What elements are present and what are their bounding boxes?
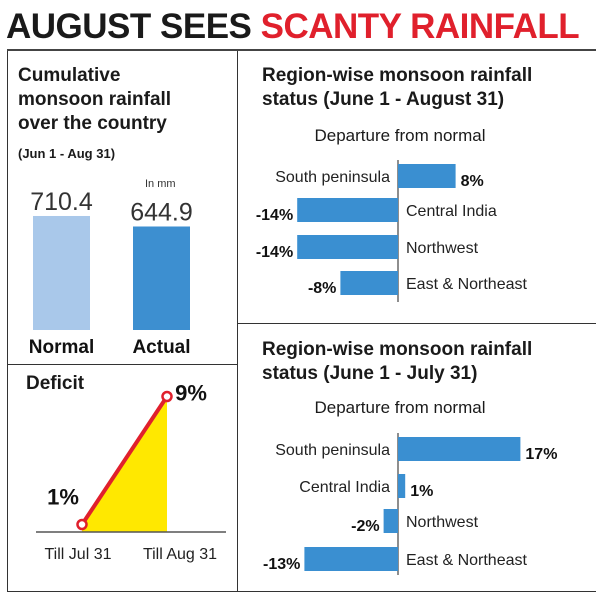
deficit-line: [80, 395, 169, 526]
region-bar: [297, 235, 398, 259]
frame-bottom-border: [7, 591, 596, 592]
cumulative-title: Cumulative monsoon rainfall over the cou…: [18, 64, 233, 136]
headline-rule: [7, 49, 596, 51]
region-category-label: Central India: [406, 203, 497, 220]
left-panel-divider: [7, 364, 237, 365]
region-category-label: Northwest: [406, 514, 479, 531]
deficit-x-tick-label: Till Aug 31: [143, 546, 217, 563]
deficit-point-start: [76, 518, 88, 531]
deficit-title: Deficit: [26, 373, 85, 394]
region-category-label: South peninsula: [275, 169, 390, 186]
cumulative-title-line-3: over the country: [18, 113, 167, 134]
region-category-label: South peninsula: [275, 442, 390, 459]
region-value-label: 8%: [461, 173, 484, 190]
region-bar: [304, 547, 398, 571]
cumulative-unit-label: In mm: [145, 178, 176, 190]
cumulative-value-label: 710.4: [30, 188, 93, 216]
region-bar: [398, 474, 406, 498]
region-jul-chart: South peninsula 17% Central India 1% Northwe…: [263, 433, 557, 575]
cumulative-bar-chart: In mm 710.4 Normal 644.9 Actual: [29, 178, 193, 358]
region-aug-title: Region-wise monsoon rainfall status (Jun…: [262, 64, 592, 112]
cumulative-category-label: Normal: [29, 337, 94, 358]
region-aug-chart: South peninsula 8% Central India -14% Northw…: [256, 160, 528, 302]
deficit-x-tick-label: Till Jul 31: [45, 546, 112, 563]
deficit-value-label-start: 1%: [47, 485, 79, 510]
region-bar: [383, 509, 398, 533]
region-jul-title-line-1: Region-wise monsoon rainfall: [262, 339, 533, 360]
region-bar: [340, 271, 398, 295]
deficit-point-end: [161, 390, 173, 403]
region-category-label: Central India: [299, 479, 390, 496]
cumulative-subtitle: (Jun 1 - Aug 31): [18, 146, 116, 161]
cumulative-title-line-2: monsoon rainfall: [18, 89, 172, 110]
region-value-label: -8%: [308, 280, 336, 297]
headline-part2: SCANTY RAINFALL: [260, 7, 580, 46]
region-aug-title-line-1: Region-wise monsoon rainfall: [262, 65, 533, 86]
region-jul-title: Region-wise monsoon rainfall status (Jun…: [262, 338, 592, 386]
headline: AUGUST SEES SCANTY RAINFALL: [6, 7, 580, 47]
region-bar: [398, 164, 456, 188]
region-category-label: Northwest: [406, 240, 479, 257]
cumulative-title-line-1: Cumulative: [18, 65, 121, 86]
region-aug-title-line-2: status (June 1 - August 31): [262, 89, 505, 110]
region-value-label: 1%: [410, 483, 433, 500]
frame-left-border: [7, 51, 8, 592]
region-value-label: 17%: [525, 446, 557, 463]
region-bar: [398, 437, 521, 461]
frame-center-divider: [237, 51, 238, 592]
region-value-label: -2%: [351, 518, 379, 535]
region-jul-departure-label: Departure from normal: [314, 398, 486, 417]
region-jul-title-line-2: status (June 1 - July 31): [262, 363, 478, 384]
region-category-label: East & Northeast: [406, 552, 528, 569]
region-value-label: -14%: [256, 244, 293, 261]
region-aug-departure-label: Departure from normal: [314, 126, 486, 145]
deficit-chart: 1% 9% Till Jul 31 Till Aug 31: [36, 381, 226, 563]
cumulative-bar-normal: [33, 215, 90, 330]
cumulative-bar-actual: [133, 226, 190, 330]
cumulative-value-label: 644.9: [130, 198, 193, 226]
right-panel-divider: [237, 323, 596, 324]
region-bar: [297, 198, 398, 222]
region-value-label: -14%: [256, 207, 293, 224]
region-value-label: -13%: [263, 556, 300, 573]
deficit-value-label-end: 9%: [175, 381, 207, 406]
headline-part1: AUGUST SEES: [6, 7, 252, 46]
cumulative-category-label: Actual: [132, 337, 190, 358]
region-category-label: East & Northeast: [406, 276, 528, 293]
